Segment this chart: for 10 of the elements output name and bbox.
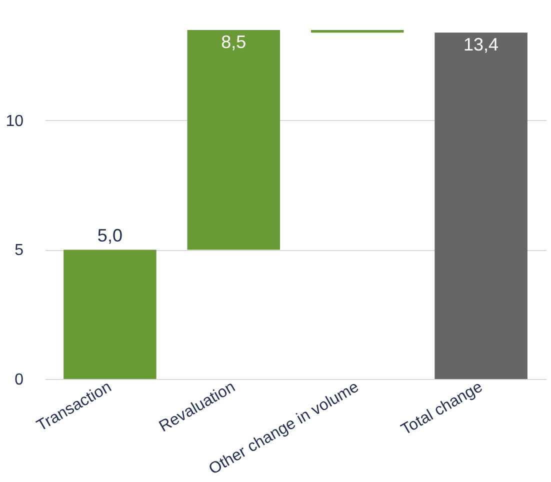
bar [434,32,528,379]
y-tick-label: 10 [6,112,24,130]
bar [64,250,156,379]
y-tick-label: 5 [14,242,24,260]
data-label: 5,0 [97,226,122,246]
y-tick-label: 0 [14,372,24,388]
bar [187,30,280,250]
data-label: 8,5 [221,32,246,52]
bar [310,30,404,33]
data-label: 13,4 [464,34,499,55]
